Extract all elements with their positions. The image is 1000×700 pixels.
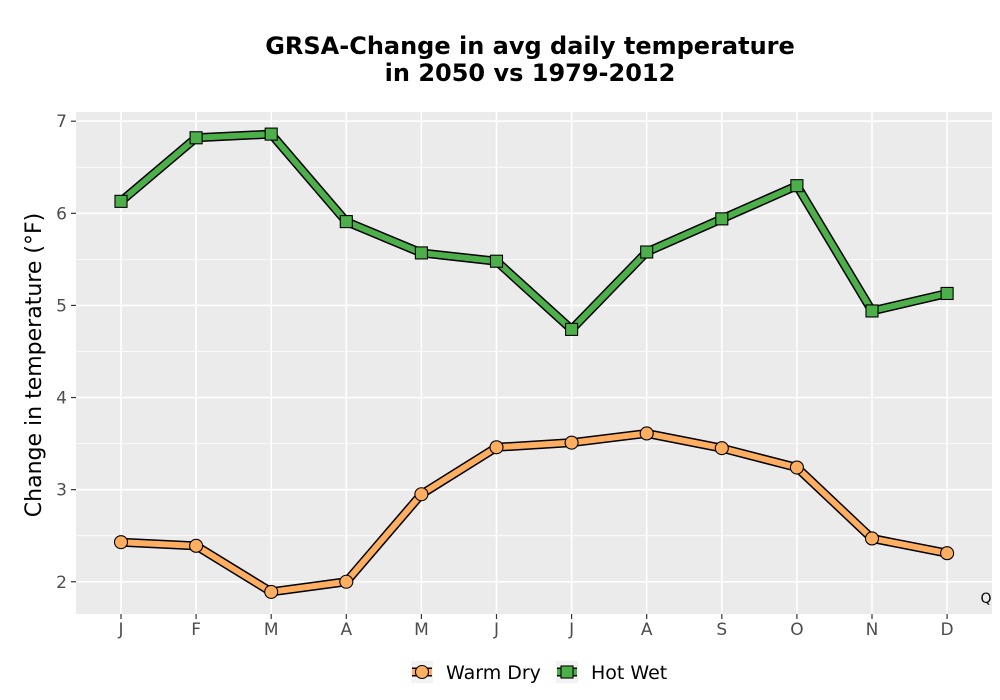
data-point [790,179,804,193]
legend-item: Hot Wet [556,661,667,684]
legend-key-marker [560,665,574,679]
y-tick-label: 3 [56,481,67,501]
legend-label: Hot Wet [591,662,667,684]
series-line [120,430,948,595]
x-tick-label: J [117,620,123,640]
y-tick-label: 2 [56,573,67,593]
data-point [264,127,278,141]
legend-key-marker [414,664,430,680]
data-point [640,245,654,259]
x-tick-label: M [264,620,279,640]
data-point [489,440,504,455]
y-tick-label: 7 [56,112,67,132]
data-point [489,254,504,268]
y-tick-label: 4 [56,389,67,409]
corner-mark: Q [980,591,991,607]
x-tick-label: M [414,620,429,640]
data-point [940,286,954,301]
x-tick-label: J [493,620,499,640]
data-point [714,441,729,456]
data-point [865,304,879,318]
y-axis: 2 3 4 5 6 7 [56,112,76,593]
data-point [414,246,428,260]
data-point [113,535,129,550]
data-point [565,322,579,336]
plot-panel [76,112,992,614]
data-point [864,531,880,546]
series-line [119,131,948,333]
legend-label: Warm Dry [446,662,541,684]
x-tick-label: J [568,620,574,640]
data-point [940,546,955,561]
series-hot-wet [114,127,954,336]
data-point [189,538,204,553]
legend-item: Warm Dry [411,661,541,684]
chart-title-line-1: GRSA-Change in avg daily temperature [265,32,795,60]
data-point [564,435,579,450]
data-point [189,131,203,145]
data-point [639,426,654,441]
data-point [414,487,429,502]
x-tick-label: F [191,620,201,640]
chart-title-line-2: in 2050 vs 1979-2012 [385,59,676,87]
y-tick-label: 6 [56,204,67,224]
x-tick-label: A [340,620,352,640]
data-point [339,574,354,589]
data-point [114,194,128,208]
y-axis-label: Change in temperature (°F) [22,213,47,517]
x-tick-label: N [866,620,879,640]
data-point [264,584,279,599]
series-warm-dry [113,426,955,599]
legend: Warm Dry Hot Wet [411,661,667,684]
series-layer [113,127,955,599]
x-tick-label: A [641,620,653,640]
chart-title: GRSA-Change in avg daily temperature in … [265,32,795,87]
x-tick-label: D [941,620,954,640]
x-tick-label: O [790,620,803,640]
data-point [789,460,804,475]
x-tick-label: S [716,620,727,640]
data-point [339,215,353,229]
y-tick-label: 5 [56,296,67,316]
data-point [715,212,729,226]
